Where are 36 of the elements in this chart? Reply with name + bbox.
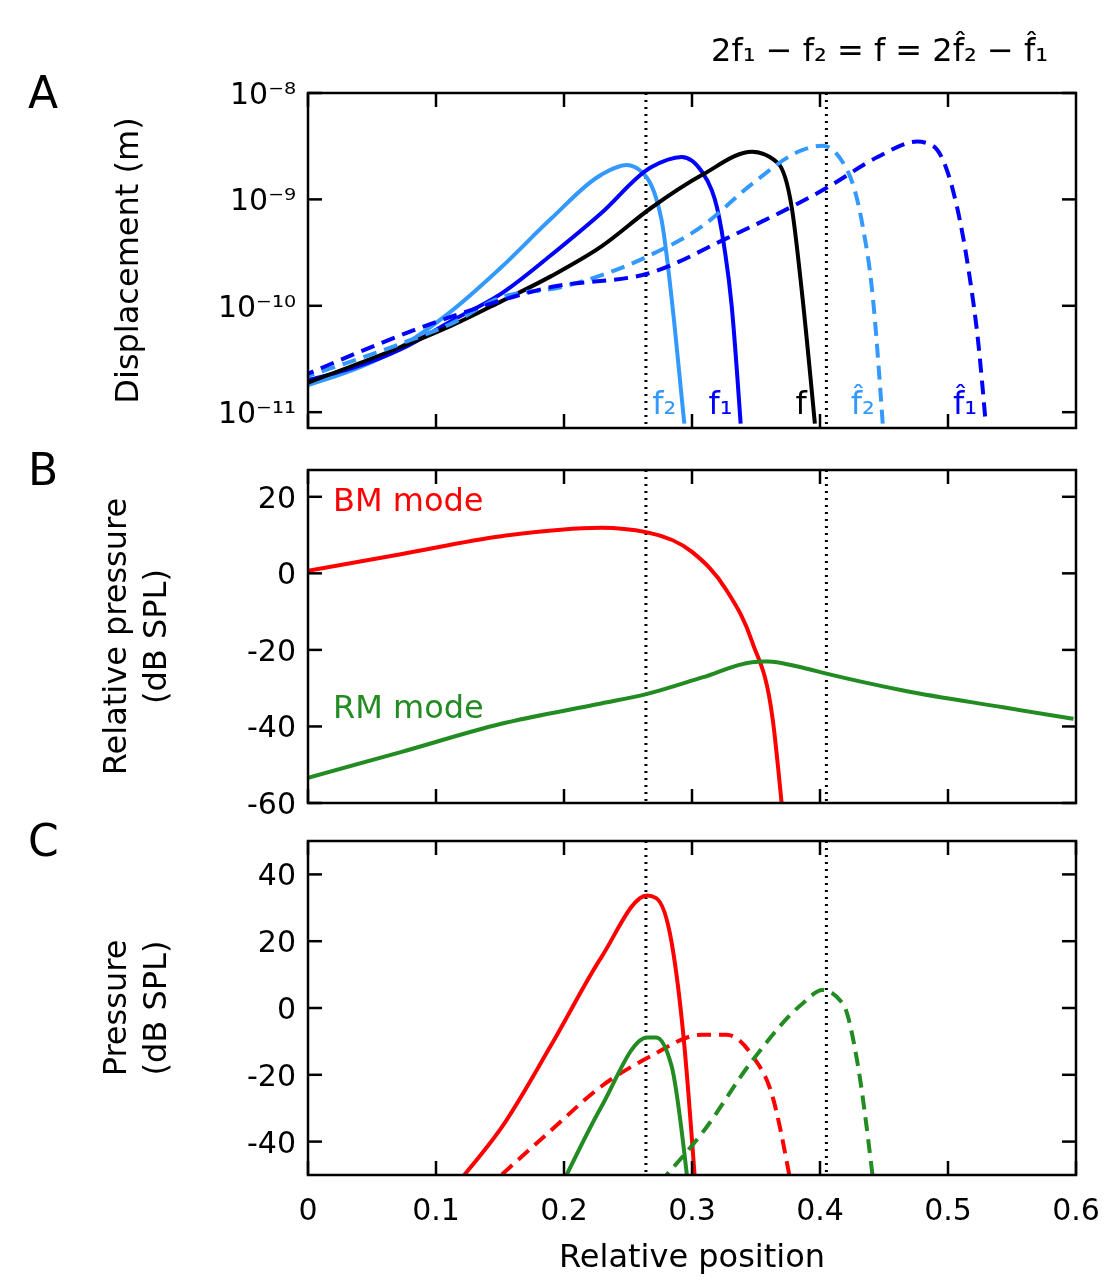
x-tick-label: 0.5	[924, 1192, 972, 1227]
series-label: f̂₁	[953, 384, 978, 422]
y-tick-label: 20	[257, 479, 296, 515]
x-tick-label: 0.6	[1052, 1192, 1100, 1227]
chart-title: C	[28, 815, 59, 866]
y-tick-label: 10⁻¹⁰	[217, 288, 296, 324]
x-tick-label: 0.1	[412, 1192, 460, 1227]
series-label: f₁	[708, 384, 733, 422]
y-axis-title: Relative pressure (dB SPL)	[96, 497, 174, 776]
y-tick-label: 0	[276, 991, 296, 1026]
chart-title: B	[28, 444, 59, 495]
y-tick-label: 10⁻⁹	[229, 182, 296, 218]
series-label: f	[795, 384, 808, 422]
y-axis-title: Displacement (m)	[108, 117, 146, 404]
series-label: f̂₂	[850, 384, 875, 422]
x-tick-label: 0.3	[668, 1192, 716, 1227]
y-tick-label: 20	[257, 924, 296, 960]
y-tick-label: 10⁻⁸	[229, 76, 296, 111]
series-label: f₂	[652, 384, 677, 422]
y-axis-title: Pressure (dB SPL)	[96, 939, 174, 1077]
y-tick-label: 40	[257, 857, 296, 893]
series-label: BM mode	[333, 480, 484, 519]
chart-subtitle: 2f₁ − f₂ = f = 2f̂₂ − f̂₁	[711, 31, 1048, 69]
x-axis-title: Relative position	[559, 1237, 825, 1275]
y-tick-label: -20	[247, 632, 296, 668]
chart-title: A	[28, 67, 59, 118]
y-tick-label: 10⁻¹¹	[217, 395, 296, 431]
y-tick-label: -40	[247, 709, 296, 745]
series-label: RM mode	[333, 687, 484, 726]
y-tick-label: 0	[276, 556, 296, 592]
y-tick-label: -20	[247, 1057, 296, 1093]
x-tick-label: 0	[298, 1192, 318, 1227]
y-tick-label: -40	[247, 1124, 296, 1160]
x-tick-label: 0.2	[540, 1192, 588, 1227]
x-tick-label: 0.4	[796, 1192, 844, 1227]
y-tick-label: -60	[247, 786, 296, 821]
